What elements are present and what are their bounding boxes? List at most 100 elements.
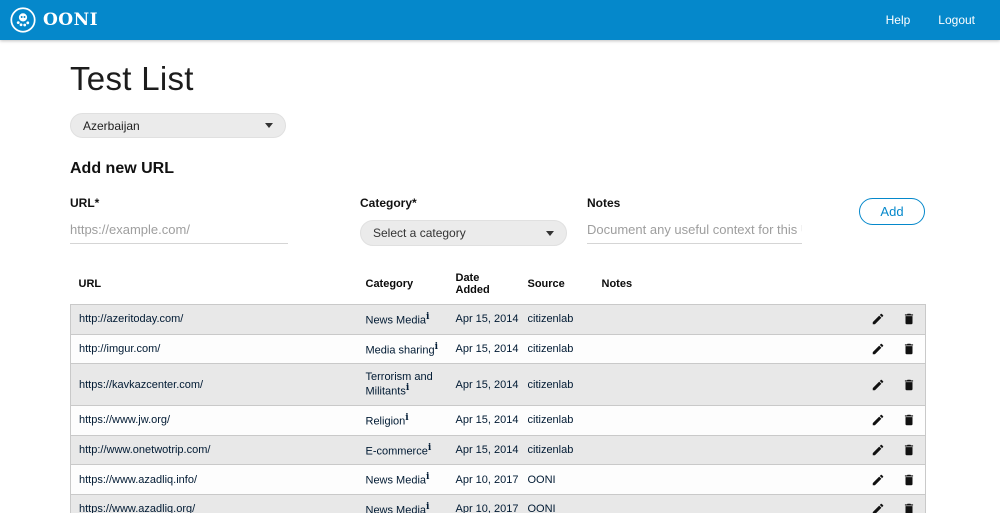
delete-button[interactable] — [895, 443, 923, 457]
source-cell: citizenlab — [527, 443, 574, 456]
brand-wordmark: OONI — [43, 10, 99, 30]
octopus-logo-icon — [10, 7, 36, 33]
category-cell: E-commercei — [358, 435, 448, 465]
category-value: Religion — [365, 415, 406, 428]
row-actions — [856, 405, 926, 435]
pencil-icon — [872, 474, 883, 485]
url-cell: http://www.onetwotrip.com/ — [79, 443, 211, 456]
table-row: http://azeritoday.com/ News Mediai Apr 1… — [70, 304, 926, 335]
category-value: News Media — [365, 314, 427, 327]
trash-icon — [904, 444, 913, 456]
column-header-actions — [856, 266, 926, 305]
trash-icon — [904, 379, 913, 390]
edit-button[interactable] — [864, 443, 892, 457]
delete-button[interactable] — [895, 413, 923, 427]
notes-cell — [594, 364, 856, 406]
date-added-cell: Apr 15, 2014 — [455, 378, 519, 391]
url-label: URL* — [70, 196, 100, 210]
edit-button[interactable] — [864, 413, 892, 427]
category-field-group: Category* Select a category — [360, 196, 567, 246]
table-header: URL Category Date Added Source Notes — [71, 266, 926, 305]
logout-link[interactable]: Logout — [938, 13, 975, 27]
add-url-heading: Add new URL — [70, 160, 174, 177]
edit-button[interactable] — [864, 342, 892, 356]
category-info-icon[interactable]: i — [426, 312, 430, 322]
category-value: Terrorism and Militants — [365, 371, 433, 398]
page-title: Test List — [70, 60, 194, 97]
delete-button[interactable] — [895, 473, 923, 487]
notes-cell — [594, 305, 856, 335]
table-row: https://www.jw.org/ Religioni Apr 15, 20… — [70, 405, 926, 436]
notes-field-group: Notes — [587, 196, 802, 244]
source-cell: citizenlab — [527, 313, 574, 326]
column-header-category: Category — [365, 278, 414, 290]
trash-icon — [904, 314, 913, 325]
source-cell: citizenlab — [527, 414, 574, 427]
category-cell: Terrorism and Militantsi — [358, 364, 448, 406]
date-added-cell: Apr 10, 2017 — [455, 473, 519, 486]
url-cell: http://azeritoday.com/ — [79, 313, 184, 326]
category-info-icon[interactable]: i — [434, 341, 439, 352]
pencil-icon — [872, 314, 883, 325]
pencil-icon — [872, 504, 883, 513]
column-header-date-added: Date Added — [455, 272, 490, 296]
category-info-icon[interactable]: i — [426, 472, 430, 483]
add-url-form: URL* Category* Select a category Notes A… — [70, 196, 925, 246]
source-cell: OONI — [527, 503, 556, 513]
column-header-source: Source — [527, 278, 565, 290]
row-actions — [856, 494, 926, 513]
category-info-icon[interactable]: i — [405, 383, 410, 394]
category-value: News Media — [365, 474, 427, 487]
pencil-icon — [872, 343, 883, 355]
category-select[interactable]: Select a category — [360, 220, 567, 246]
country-select-value: Azerbaijan — [83, 118, 140, 133]
notes-label: Notes — [587, 196, 621, 210]
category-info-icon[interactable]: i — [427, 442, 432, 453]
delete-button[interactable] — [895, 342, 923, 356]
chevron-down-icon — [546, 230, 554, 236]
help-link[interactable]: Help — [885, 13, 911, 27]
notes-cell — [594, 465, 856, 495]
category-value: News Media — [365, 504, 427, 513]
category-info-icon[interactable]: i — [405, 412, 409, 423]
source-cell: OONI — [527, 473, 556, 486]
delete-button[interactable] — [895, 502, 923, 513]
date-added-cell: Apr 10, 2017 — [455, 503, 519, 513]
url-table-body: http://azeritoday.com/ News Mediai Apr 1… — [70, 304, 926, 513]
url-table: URL Category Date Added Source Notes htt… — [70, 266, 926, 513]
url-input[interactable] — [70, 220, 288, 244]
row-actions — [856, 465, 926, 495]
delete-button[interactable] — [895, 312, 923, 326]
notes-input[interactable] — [587, 220, 802, 244]
add-button[interactable]: Add — [859, 198, 925, 225]
row-actions — [856, 364, 926, 406]
edit-button[interactable] — [864, 312, 892, 326]
url-cell: https://kavkazcenter.com/ — [79, 378, 204, 391]
row-actions — [856, 435, 926, 465]
trash-icon — [904, 474, 913, 485]
notes-cell — [594, 435, 856, 465]
table-row: https://www.azadliq.info/ News Mediai Ap… — [70, 464, 926, 495]
date-added-cell: Apr 15, 2014 — [455, 342, 519, 355]
edit-button[interactable] — [864, 473, 892, 487]
category-cell: Media sharingi — [358, 334, 448, 364]
trash-icon — [904, 504, 913, 513]
delete-button[interactable] — [895, 378, 923, 392]
row-actions — [856, 305, 926, 335]
edit-button[interactable] — [864, 502, 892, 513]
ooni-logo[interactable]: OONI — [10, 7, 98, 33]
category-info-icon[interactable]: i — [426, 501, 430, 512]
top-nav: Help Logout — [886, 13, 975, 27]
category-label: Category* — [360, 196, 417, 210]
country-select[interactable]: Azerbaijan — [70, 113, 286, 138]
url-cell: https://www.azadliq.info/ — [79, 473, 198, 486]
table-row: https://kavkazcenter.com/ Terrorism and … — [70, 363, 926, 406]
url-cell: https://www.azadliq.org/ — [79, 503, 196, 513]
trash-icon — [904, 415, 913, 426]
notes-cell — [594, 405, 856, 435]
category-select-value: Select a category — [373, 226, 466, 240]
edit-button[interactable] — [864, 378, 892, 392]
category-cell: Religioni — [358, 405, 448, 435]
url-cell: http://imgur.com/ — [79, 342, 161, 355]
url-field-group: URL* — [70, 196, 288, 244]
